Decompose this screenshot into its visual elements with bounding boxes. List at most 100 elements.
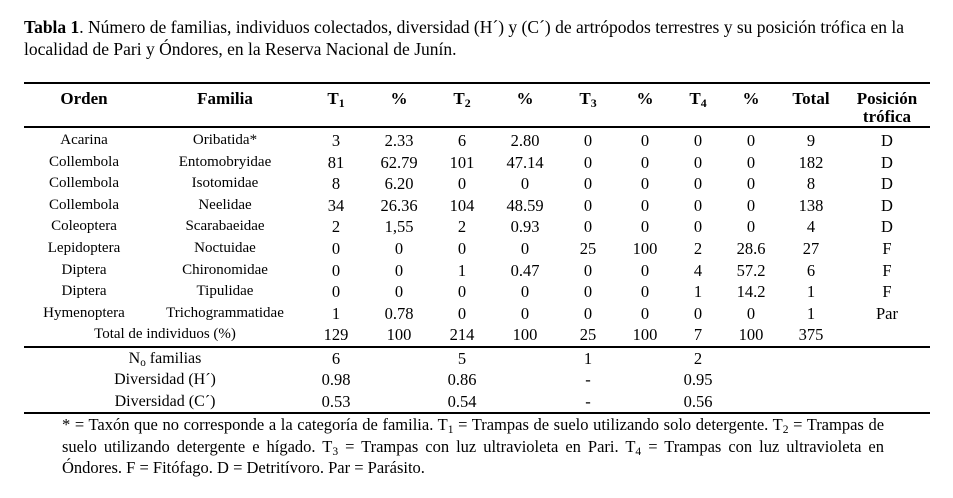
header-t3: T3: [558, 82, 618, 128]
cell-orden: Acarina: [60, 132, 108, 148]
caption-text: . Número de familias, individuos colecta…: [24, 17, 904, 59]
cell-orden: Hymenoptera: [43, 304, 125, 321]
summary-cell: -: [585, 370, 591, 390]
table-cell: 47.14: [506, 152, 544, 172]
table-cell: 0: [640, 195, 650, 215]
header-t2: T2: [432, 82, 492, 128]
cell-familia: Tipulidae: [196, 283, 254, 300]
table-cell: 0: [746, 152, 756, 172]
table-cell: 0: [640, 174, 650, 194]
table-cell: 2: [331, 217, 341, 237]
table-row: Collembola Neelidae 34 26.36 104 48.59 0 0 0 0 138…: [24, 195, 930, 217]
table-cell: 14.2: [736, 282, 766, 302]
total-cell: 7: [693, 325, 703, 345]
table-cell: D: [881, 195, 893, 215]
header-pct-t4: %: [724, 82, 778, 128]
table-row: Diptera Tipulidae 0 0 0 0 0 0 1 14.2 1 F: [24, 281, 930, 303]
summary-cell: 0.95: [683, 370, 713, 390]
header-pct-t1: %: [366, 82, 432, 128]
table-cell: 0: [331, 238, 341, 258]
table-cell: D: [881, 152, 893, 172]
table-cell: 28.6: [736, 238, 766, 258]
table-row: Acarina Oribatida* 3 2.33 6 2.80 0 0 0 0 9 D: [24, 127, 930, 152]
cell-familia: Isotomidae: [191, 175, 259, 192]
table-cell: F: [882, 238, 892, 258]
table-cell: D: [881, 131, 893, 150]
summary-cell: 0.98: [321, 370, 351, 390]
table-cell: F: [882, 282, 892, 302]
table-cell: 0: [520, 174, 530, 194]
table-cell: 3: [331, 131, 341, 150]
table-cell: 8: [331, 174, 341, 194]
table-cell: 0: [457, 238, 467, 258]
table-cell: 6.20: [384, 174, 414, 194]
table-cell: 0: [693, 195, 703, 215]
data-table: Orden Familia T1 % T2 % T3 % T4 % Total …: [24, 82, 930, 415]
table-cell: 48.59: [506, 195, 544, 215]
table-cell: 0: [640, 260, 650, 280]
table-cell: 0: [583, 152, 593, 172]
table-cell: 0: [520, 238, 530, 258]
header-orden: Orden: [24, 82, 144, 128]
header-pct-t3: %: [618, 82, 672, 128]
summary-row-diversidad-c: Diversidad (C´) 0.53 0.54 - 0.56: [24, 390, 930, 415]
table-cell: 0: [331, 282, 341, 302]
table-cell: 1: [331, 303, 341, 323]
table-cell: 0: [693, 217, 703, 237]
table-cell: 57.2: [736, 260, 766, 280]
total-label: Total de individuos (%): [94, 326, 236, 343]
table-cell: 0: [746, 217, 756, 237]
table-header: Orden Familia T1 % T2 % T3 % T4 % Total …: [24, 82, 930, 128]
header-pct-t2: %: [492, 82, 558, 128]
table-cell: 81: [327, 152, 345, 172]
summary-row-familias: No familias 6 5 1 2: [24, 345, 930, 370]
summary-cell: 1: [558, 345, 618, 370]
summary-body: No familias 6 5 1 2 Diversidad (H´) 0.98…: [24, 345, 930, 415]
total-cell: 100: [386, 325, 412, 345]
summary-label: Diversidad (H´): [114, 371, 216, 389]
table-cell: 0: [640, 282, 650, 302]
table-cell: 4: [806, 217, 816, 237]
total-row: Total de individuos (%) 129 100 214 100 …: [24, 324, 930, 347]
table-cell: Par: [876, 303, 898, 323]
table-cell: 0: [640, 303, 650, 323]
table-cell: 0: [457, 174, 467, 194]
table-cell: 0: [693, 152, 703, 172]
header-t1: T1: [306, 82, 366, 128]
table-footnotes: * = Taxón que no corresponde a la catego…: [62, 415, 885, 477]
cell-familia: Oribatida*: [192, 132, 258, 148]
table-row: Coleoptera Scarabaeidae 2 1,55 2 0.93 0 0 0 0 4 D: [24, 216, 930, 238]
table-cell: 2.80: [510, 131, 540, 150]
table-cell: 101: [449, 152, 475, 172]
table-cell: 2.33: [384, 131, 414, 150]
table-cell: 100: [632, 238, 658, 258]
summary-cell: 2: [672, 345, 724, 370]
table-cell: 0: [583, 217, 593, 237]
table-row: Diptera Chironomidae 0 0 1 0.47 0 0 4 57.2 6 F: [24, 260, 930, 282]
table-cell: 1: [693, 282, 703, 302]
table-cell: 6: [457, 131, 467, 150]
table-cell: 34: [327, 195, 345, 215]
summary-row-diversidad-h: Diversidad (H´) 0.98 0.86 - 0.95: [24, 369, 930, 391]
table-cell: 104: [449, 195, 475, 215]
table-cell: F: [882, 260, 892, 280]
table-cell: 0: [640, 217, 650, 237]
table-body: Acarina Oribatida* 3 2.33 6 2.80 0 0 0 0 9 D Collemb…: [24, 127, 930, 347]
header-total: Total: [778, 82, 844, 128]
table-cell: 1,55: [384, 217, 414, 237]
table-row: Collembola Isotomidae 8 6.20 0 0 0 0 0 0 8 D: [24, 173, 930, 195]
table-cell: 0: [457, 282, 467, 302]
table-cell: 0: [693, 131, 703, 150]
cell-orden: Diptera: [61, 261, 107, 278]
table-cell: 0: [520, 303, 530, 323]
table-cell: 0: [640, 131, 650, 150]
table-cell: 1: [457, 260, 467, 280]
cell-orden: Diptera: [61, 283, 107, 300]
table-cell: 0: [331, 260, 341, 280]
header-familia: Familia: [144, 82, 306, 128]
header-posicion: Posición trófica: [844, 82, 930, 128]
table-cell: 25: [579, 238, 597, 258]
table-caption: Tabla 1. Número de familias, individuos …: [24, 16, 924, 60]
table-row: Hymenoptera Trichogrammatidae 1 0.78 0 0 0 0 0 0 1…: [24, 303, 930, 325]
cell-familia: Scarabaeidae: [185, 218, 265, 235]
